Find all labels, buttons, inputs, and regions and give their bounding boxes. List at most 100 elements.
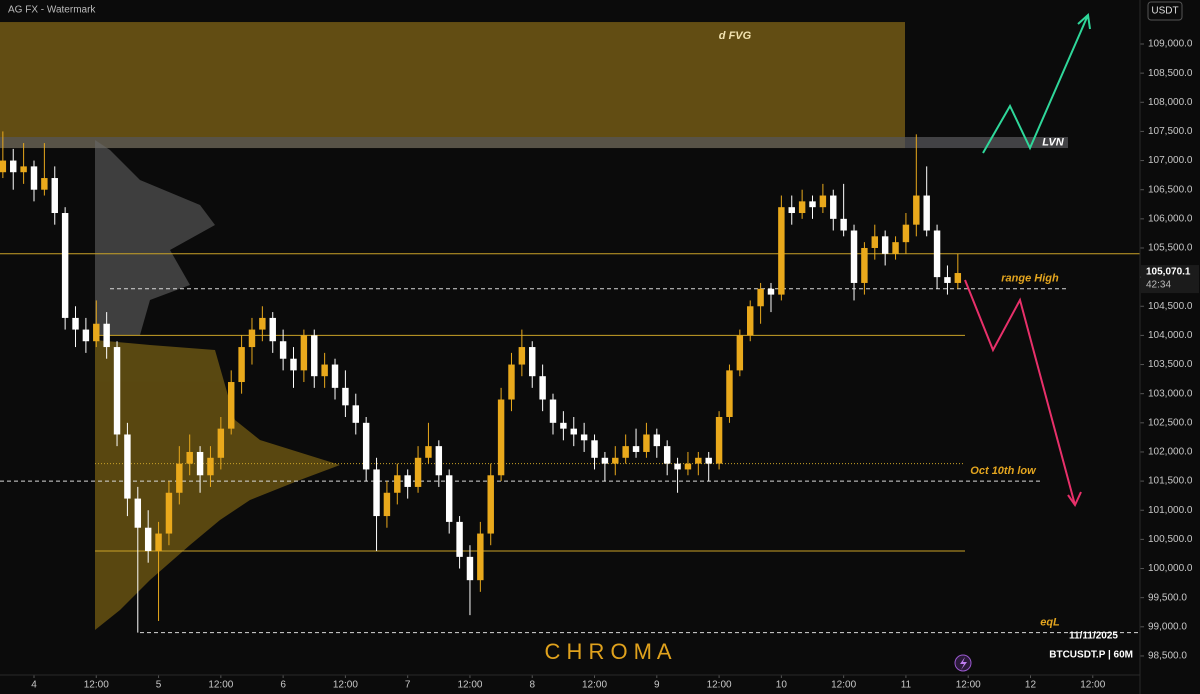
candle-body bbox=[165, 492, 173, 534]
x-tick-label: 7 bbox=[405, 680, 411, 691]
x-tick-label: 5 bbox=[156, 680, 162, 691]
candle-body bbox=[425, 446, 432, 458]
candle-body bbox=[601, 457, 609, 464]
y-tick-label: 99,000.0 bbox=[1148, 621, 1187, 632]
candle-body bbox=[933, 230, 941, 278]
candle-body bbox=[362, 422, 370, 470]
candle-body bbox=[103, 323, 110, 348]
candle-body bbox=[809, 201, 816, 208]
candle-body bbox=[819, 195, 827, 208]
x-tick-label: 8 bbox=[529, 680, 535, 691]
candle-body bbox=[0, 160, 7, 173]
candle-body bbox=[705, 457, 712, 464]
candle-body bbox=[383, 492, 391, 517]
price-label: 105,070.1 42:34 bbox=[1141, 265, 1199, 294]
candle-body bbox=[715, 416, 723, 464]
currency-box bbox=[1147, 1, 1183, 21]
candle-body bbox=[124, 434, 131, 499]
symbol: BTCUSDT.P | 60M bbox=[1049, 650, 1133, 661]
y-tick-label: 107,500.0 bbox=[1148, 126, 1193, 137]
y-tick-label: 100,000.0 bbox=[1148, 563, 1193, 574]
candle-body bbox=[487, 475, 494, 534]
candle-body bbox=[445, 475, 453, 522]
candle-body bbox=[207, 457, 214, 476]
y-tick-label: 102,500.0 bbox=[1148, 417, 1193, 428]
candle-body bbox=[861, 247, 868, 283]
y-tick-label: 99,500.0 bbox=[1148, 592, 1187, 603]
y-tick-label: 109,000.0 bbox=[1148, 39, 1193, 50]
candle-body bbox=[30, 166, 38, 190]
volume-profile-upper bbox=[95, 140, 215, 335]
x-tick-label: 12:00 bbox=[208, 680, 233, 691]
x-tick-label: 12:00 bbox=[84, 680, 109, 691]
candle-body bbox=[788, 207, 795, 214]
candle-body bbox=[342, 387, 349, 406]
candle-body bbox=[435, 446, 443, 476]
candle-body bbox=[217, 428, 225, 458]
candle-body bbox=[954, 273, 962, 283]
candle-body bbox=[196, 451, 204, 476]
candle-body bbox=[767, 288, 775, 295]
y-tick-label: 101,000.0 bbox=[1148, 505, 1193, 516]
x-tick-label: 12:00 bbox=[333, 680, 358, 691]
candle-body bbox=[300, 335, 308, 371]
candle-body bbox=[259, 317, 266, 330]
levels: range High Oct 10th low eqL bbox=[0, 253, 1140, 634]
candle-body bbox=[93, 323, 100, 342]
candle-body bbox=[549, 399, 557, 423]
candle-body bbox=[497, 399, 505, 476]
candle-body bbox=[570, 428, 577, 435]
candle-body bbox=[144, 527, 152, 552]
candle-body bbox=[456, 521, 463, 557]
candle-body bbox=[414, 457, 422, 487]
level-label: eqL bbox=[1040, 617, 1060, 629]
candle-body bbox=[466, 556, 474, 581]
x-tick-label: 12:00 bbox=[582, 680, 607, 691]
zone-label: d FVG bbox=[719, 30, 752, 42]
candle-body bbox=[529, 347, 536, 377]
x-tick-label: 6 bbox=[280, 680, 286, 691]
x-tick-label: 12:00 bbox=[457, 680, 482, 691]
y-tick-label: 108,000.0 bbox=[1148, 97, 1193, 108]
level-label: range High bbox=[1001, 273, 1059, 285]
candle-body bbox=[82, 329, 90, 342]
volume-profile-lower bbox=[95, 340, 340, 630]
x-tick-label: 12:00 bbox=[956, 680, 981, 691]
candle-body bbox=[674, 463, 681, 470]
candle-body bbox=[612, 457, 619, 464]
candle-body bbox=[331, 364, 339, 388]
candle-body bbox=[477, 533, 484, 581]
candle-body bbox=[352, 405, 359, 423]
y-tick-label: 106,000.0 bbox=[1148, 213, 1193, 224]
candle-body bbox=[373, 469, 380, 517]
bearish-path bbox=[964, 279, 1076, 506]
candle-body bbox=[248, 329, 256, 348]
candle-body bbox=[684, 463, 692, 470]
candle-body bbox=[134, 498, 142, 528]
x-tick-label: 11 bbox=[901, 680, 912, 691]
bullish-path bbox=[982, 14, 1089, 154]
y-tick-label: 98,500.0 bbox=[1148, 651, 1187, 662]
candle-body bbox=[622, 446, 629, 458]
candle-body bbox=[871, 236, 879, 248]
candle-body bbox=[176, 463, 183, 493]
y-tick-label: 100,500.0 bbox=[1148, 534, 1193, 545]
x-tick-label: 10 bbox=[776, 680, 788, 691]
zone bbox=[0, 22, 905, 149]
candle-body bbox=[580, 434, 588, 441]
candle-body bbox=[591, 440, 598, 458]
candle-body bbox=[663, 446, 671, 464]
zones: d FVG LVN bbox=[0, 22, 1068, 148]
y-tick-label: 103,500.0 bbox=[1148, 359, 1193, 370]
y-tick-label: 104,000.0 bbox=[1148, 330, 1193, 341]
chart-title: AG FX - Watermark bbox=[8, 5, 96, 16]
candle-body bbox=[695, 457, 702, 464]
candles bbox=[0, 131, 962, 633]
candle-body bbox=[778, 207, 785, 295]
y-tick-label: 106,500.0 bbox=[1148, 184, 1193, 195]
candle-body bbox=[518, 347, 526, 365]
y-tick-label: 107,000.0 bbox=[1148, 155, 1193, 166]
candle-body bbox=[830, 195, 837, 219]
candle-body bbox=[850, 230, 858, 283]
